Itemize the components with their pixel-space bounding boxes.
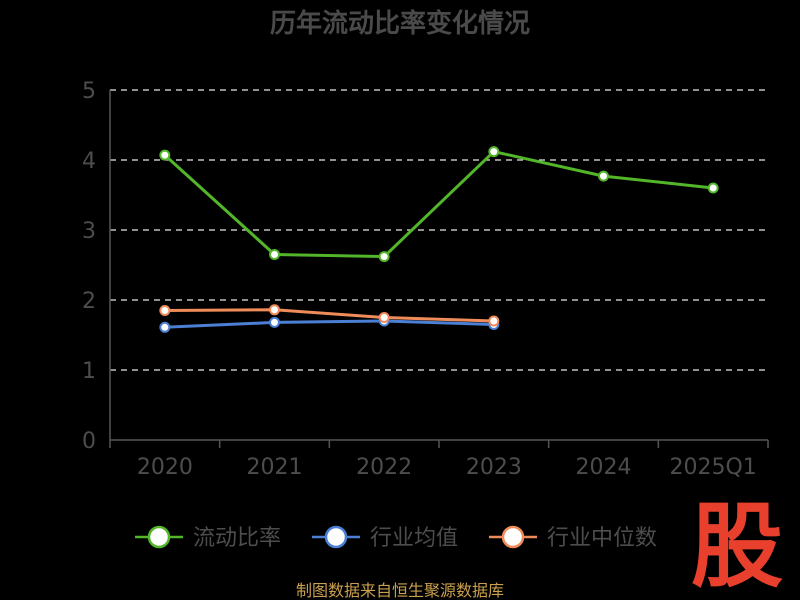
x-tick-label: 2024 [576,455,632,480]
y-tick-label: 3 [82,219,96,244]
x-tick-label: 2021 [247,455,303,480]
series-lines [159,146,719,333]
data-point [159,305,171,316]
series-line [164,308,494,323]
grid-lines [110,89,768,371]
legend-marker [501,525,525,549]
data-point [598,170,609,182]
data-point [269,304,280,316]
data-point [269,316,280,328]
y-tick-labels: 0 1 2 3 4 5 [82,79,96,454]
legend-marker [324,525,348,549]
y-tick-label: 5 [82,79,96,104]
y-tick-label: 4 [82,149,96,174]
x-tick-label: 2023 [466,455,522,480]
x-tick-label: 2020 [137,455,193,480]
data-point [488,315,500,327]
data-point [378,251,390,263]
data-point [159,149,171,161]
legend: 流动比率 行业均值 行业中位数 [135,525,657,551]
series-line [163,150,714,259]
legend-label: 行业均值 [370,526,458,551]
data-point [488,146,500,158]
chart-title: 历年流动比率变化情况 [270,8,530,39]
y-tick-label: 1 [82,359,96,384]
series-line [164,319,494,329]
data-point [378,312,390,323]
x-tick-labels: 2020 2021 2022 2023 2024 2025Q1 [137,455,757,480]
data-point [159,321,171,333]
axes [109,90,769,448]
x-tick-label: 2025Q1 [670,455,757,480]
source-note: 制图数据来自恒生聚源数据库 [296,581,504,600]
legend-marker [147,525,171,549]
legend-label: 行业中位数 [547,526,657,551]
legend-label: 流动比率 [193,526,281,551]
y-tick-label: 0 [82,429,96,454]
y-tick-label: 2 [82,289,96,314]
x-tick-label: 2022 [356,455,412,480]
watermark-logo: 股 [691,493,783,600]
data-point [269,249,280,260]
data-point [707,182,719,194]
